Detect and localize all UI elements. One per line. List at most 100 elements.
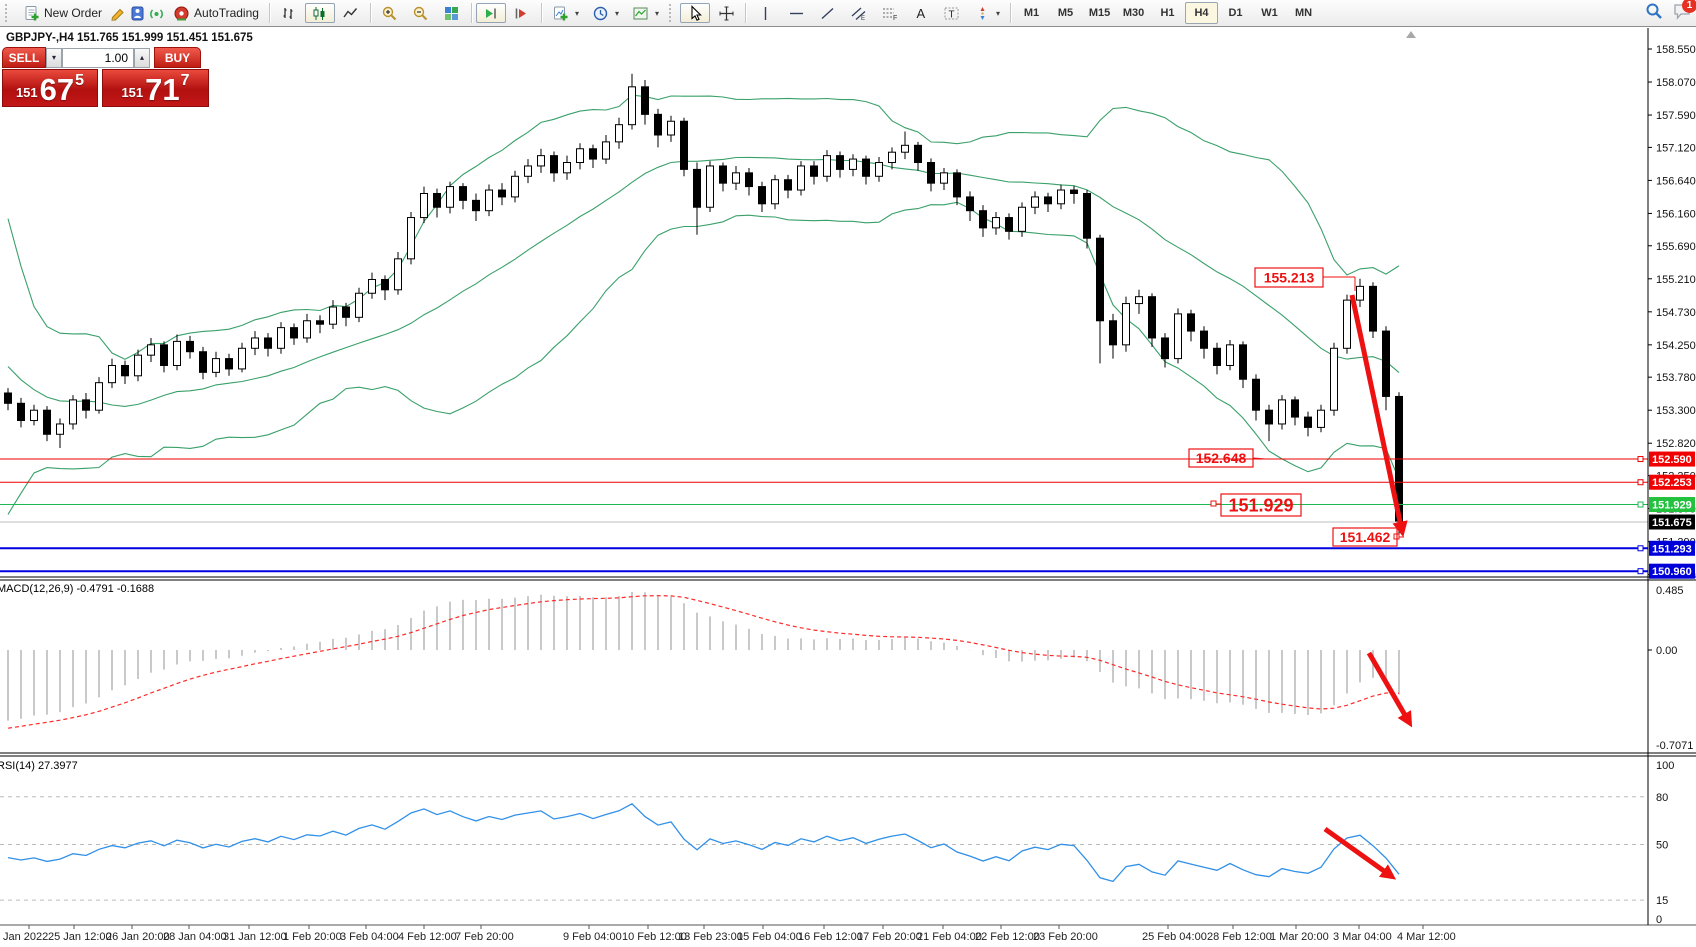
svg-text:151.675: 151.675 xyxy=(1652,517,1692,529)
timeframe-mn[interactable]: MN xyxy=(1294,7,1313,19)
dropdown-arrow-icon: ▾ xyxy=(654,8,659,18)
svg-text:15: 15 xyxy=(1656,895,1668,907)
periods-button[interactable]: ▾ xyxy=(586,1,625,25)
tile-windows-icon[interactable] xyxy=(437,3,467,23)
rsi-indicator-label: RSI(14) 27.3977 xyxy=(0,760,78,772)
price-axis-badges: 152.590 152.253 151.929 151.675 151.293 150.9… xyxy=(1649,451,1695,579)
sell-price[interactable]: 151 67 5 xyxy=(2,69,98,107)
svg-text:16 Feb 12:00: 16 Feb 12:00 xyxy=(798,931,863,943)
text-tool[interactable]: A xyxy=(905,3,935,23)
chat-icon[interactable]: 1 xyxy=(1672,0,1696,20)
svg-text:152.648: 152.648 xyxy=(1196,450,1247,466)
new-order-button[interactable]: New Order xyxy=(16,1,108,25)
auto-scroll-button[interactable] xyxy=(475,3,506,23)
timeframe-m1[interactable]: M1 xyxy=(1023,7,1040,19)
autotrading-icon xyxy=(172,4,190,22)
navigator-icon[interactable] xyxy=(128,4,146,22)
svg-text:158.550: 158.550 xyxy=(1656,44,1696,56)
trend-arrow[interactable] xyxy=(1366,651,1413,728)
svg-text:4 Feb 12:00: 4 Feb 12:00 xyxy=(398,931,457,943)
horizontal-line-tool[interactable] xyxy=(781,3,811,23)
svg-text:22 Feb 12:00: 22 Feb 12:00 xyxy=(975,931,1040,943)
buy-price-main: 71 xyxy=(145,72,180,108)
svg-text:3 Mar 04:00: 3 Mar 04:00 xyxy=(1333,931,1392,943)
svg-text:151.462: 151.462 xyxy=(1340,529,1391,545)
signals-icon[interactable] xyxy=(147,4,165,22)
svg-text:155.213: 155.213 xyxy=(1264,270,1315,286)
market-watch-icon[interactable] xyxy=(109,4,127,22)
sell-button[interactable]: SELL xyxy=(2,47,46,68)
price-annotation-box[interactable] xyxy=(1220,493,1302,517)
svg-text:25 Jan 12:00: 25 Jan 12:00 xyxy=(48,931,112,943)
equidistant-channel-tool[interactable]: E xyxy=(843,3,873,23)
candlestick-chart-button[interactable] xyxy=(304,3,335,23)
svg-text:152.253: 152.253 xyxy=(1652,477,1692,489)
svg-text:154.730: 154.730 xyxy=(1656,307,1696,319)
timeframe-w1[interactable]: W1 xyxy=(1261,7,1278,19)
horizontal-level-lines xyxy=(0,456,1648,575)
timeframe-m30[interactable]: M30 xyxy=(1122,7,1145,19)
bar-chart-button[interactable] xyxy=(274,3,304,23)
rsi-pane: 100 80 50 15 0 xyxy=(0,760,1674,926)
templates-button[interactable]: ▾ xyxy=(626,1,665,25)
indicators-button[interactable]: ▾ xyxy=(546,1,585,25)
volume-input[interactable] xyxy=(62,47,134,68)
text-label-tool[interactable]: T xyxy=(936,3,966,23)
svg-text:E: E xyxy=(861,16,865,22)
vertical-line-tool[interactable] xyxy=(750,3,780,23)
arrows-tool[interactable]: ▾ xyxy=(967,1,1006,25)
svg-text:-0.7071: -0.7071 xyxy=(1656,740,1693,752)
zoom-in-icon[interactable] xyxy=(375,3,405,23)
timeframe-m5[interactable]: M5 xyxy=(1057,7,1074,19)
buy-price[interactable]: 151 71 7 xyxy=(102,69,209,107)
price-annotation-box[interactable] xyxy=(1188,448,1254,468)
timeframe-d1[interactable]: D1 xyxy=(1228,7,1243,19)
volume-increase-button[interactable]: ▴ xyxy=(134,47,150,68)
buy-price-prefix: 151 xyxy=(121,85,144,100)
volume-decrease-button[interactable]: ▾ xyxy=(46,47,62,68)
new-order-label: New Order xyxy=(44,6,103,20)
autotrading-button[interactable]: AutoTrading xyxy=(166,1,265,25)
timeframe-h4[interactable]: H4 xyxy=(1185,2,1219,24)
macd-pane: 0.485 0.00 -0.7071 xyxy=(7,585,1693,752)
svg-text:80: 80 xyxy=(1656,792,1668,804)
fibonacci-tool[interactable]: F xyxy=(874,3,904,23)
svg-text:17 Feb 20:00: 17 Feb 20:00 xyxy=(857,931,922,943)
line-chart-button[interactable] xyxy=(336,3,366,23)
trendline-tool[interactable] xyxy=(812,3,842,23)
crosshair-button[interactable] xyxy=(711,3,741,23)
search-icon[interactable] xyxy=(1644,2,1662,20)
cursor-button[interactable] xyxy=(680,3,710,23)
toolbar-separator xyxy=(1010,3,1012,23)
sell-price-prefix: 151 xyxy=(15,85,38,100)
chart-canvas: 158.550 158.070 157.590 157.120 156.640 156.1… xyxy=(0,28,1696,943)
trend-arrow[interactable] xyxy=(1323,826,1397,880)
svg-text:156.640: 156.640 xyxy=(1656,175,1696,187)
template-icon xyxy=(632,4,650,22)
buy-button[interactable]: BUY xyxy=(154,47,201,68)
sell-price-pip: 5 xyxy=(75,72,85,89)
chart-shift-marker xyxy=(1406,31,1416,38)
svg-text:50: 50 xyxy=(1656,840,1668,852)
price-annotation-box[interactable] xyxy=(1254,267,1324,288)
autotrading-label: AutoTrading xyxy=(194,6,259,20)
one-click-trading-panel: SELL ▾ ▴ BUY 151 67 5 151 71 7 xyxy=(2,47,210,107)
timeframe-m15[interactable]: M15 xyxy=(1088,7,1111,19)
svg-text:153.780: 153.780 xyxy=(1656,372,1696,384)
toolbar-grip[interactable] xyxy=(669,4,676,22)
toolbar-grip[interactable] xyxy=(5,4,12,22)
svg-text:0.485: 0.485 xyxy=(1656,585,1684,597)
chart-area[interactable]: 158.550 158.070 157.590 157.120 156.640 156.1… xyxy=(0,28,1696,947)
sell-price-main: 67 xyxy=(39,72,75,108)
chart-shift-button[interactable] xyxy=(507,3,537,23)
svg-text:28 Feb 12:00: 28 Feb 12:00 xyxy=(1207,931,1272,943)
trend-arrow[interactable] xyxy=(1349,294,1408,538)
toolbar-separator xyxy=(540,3,542,23)
toolbar-separator xyxy=(745,3,746,23)
timeframe-h1[interactable]: H1 xyxy=(1160,7,1175,19)
svg-text:155.210: 155.210 xyxy=(1656,274,1696,286)
zoom-out-icon[interactable] xyxy=(406,3,436,23)
clock-icon xyxy=(592,4,610,22)
svg-text:152.590: 152.590 xyxy=(1652,454,1692,466)
toolbar-separator xyxy=(268,3,270,23)
